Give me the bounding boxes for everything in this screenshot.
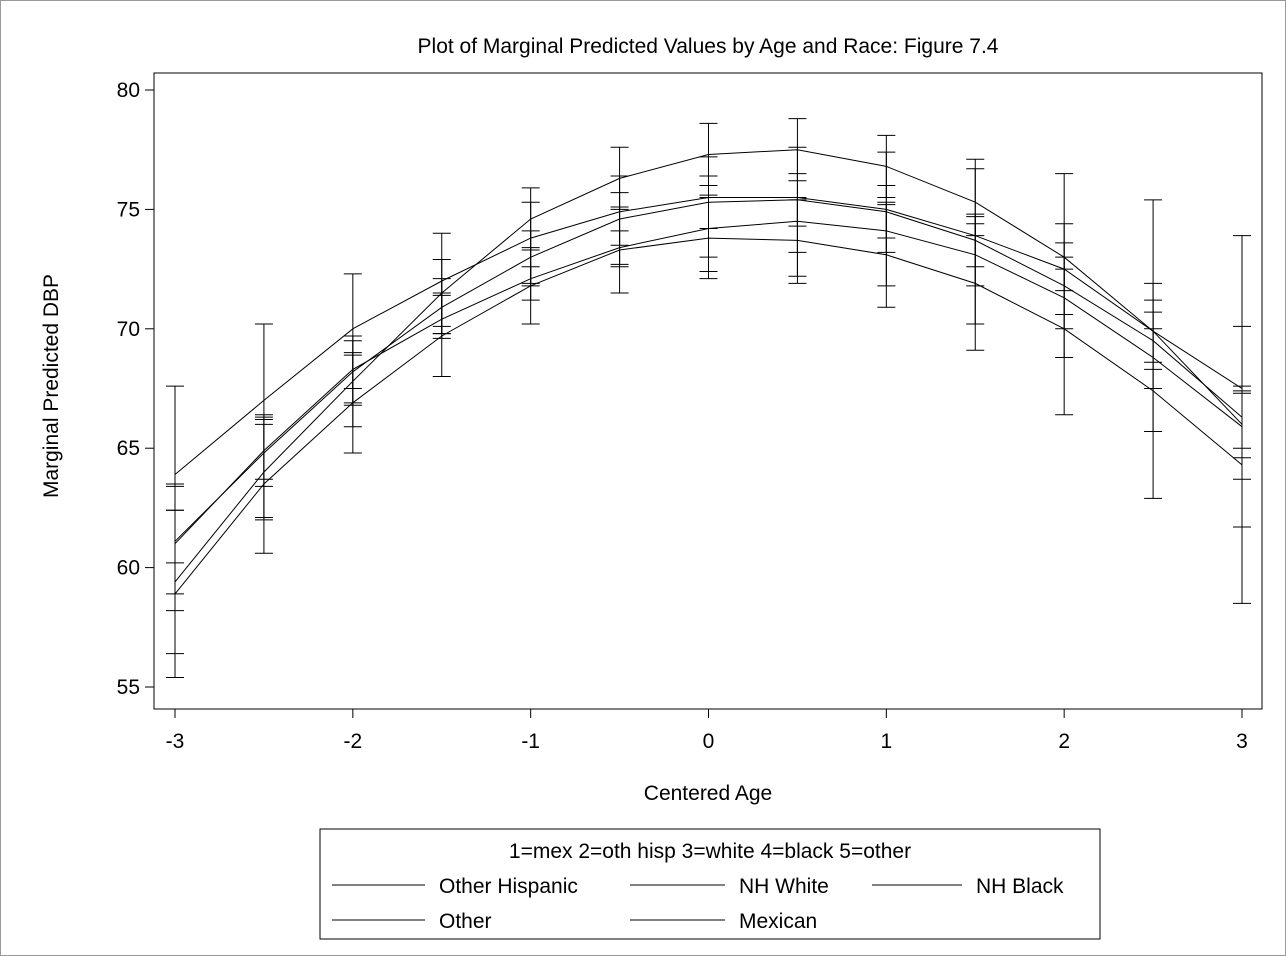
- legend-entries: Other Hispanic NH White NH Black Other Mexic…: [332, 875, 1064, 933]
- y-tick-label: 80: [117, 79, 140, 102]
- legend-title: 1=mex 2=oth hisp 3=white 4=black 5=other: [509, 840, 911, 863]
- x-tick-label: 1: [880, 730, 892, 753]
- series-layer: [166, 118, 1251, 678]
- x-axis: -3 -2 -1 0 1 2 3: [166, 709, 1248, 753]
- x-tick-label: 3: [1236, 730, 1248, 753]
- x-tick-label: -2: [343, 730, 362, 753]
- series-mexican: [166, 196, 1251, 678]
- legend-label-nh-black: NH Black: [976, 875, 1064, 898]
- x-tick-label: 0: [703, 730, 715, 753]
- y-axis: 55 60 65 70 75 80: [117, 79, 154, 699]
- legend-label-other-hispanic: Other Hispanic: [439, 875, 578, 898]
- x-tick-label: -3: [166, 730, 185, 753]
- legend-label-mexican: Mexican: [739, 910, 817, 933]
- legend-label-nh-white: NH White: [739, 875, 829, 898]
- series-line-mexican: [174, 237, 1243, 595]
- legend: 1=mex 2=oth hisp 3=white 4=black 5=other…: [319, 828, 1101, 940]
- x-tick-label: -1: [521, 730, 540, 753]
- legend-label-other: Other: [439, 910, 492, 933]
- y-tick-label: 65: [117, 437, 140, 460]
- chart-title: Plot of Marginal Predicted Values by Age…: [418, 35, 999, 58]
- y-tick-label: 75: [117, 198, 140, 221]
- legend-box: [319, 828, 1101, 940]
- y-tick-label: 55: [117, 676, 140, 699]
- x-axis-label: Centered Age: [644, 782, 772, 805]
- y-tick-label: 70: [117, 318, 140, 341]
- y-tick-label: 60: [117, 557, 140, 580]
- x-tick-label: 2: [1058, 730, 1070, 753]
- y-axis-label: Marginal Predicted DBP: [40, 274, 63, 498]
